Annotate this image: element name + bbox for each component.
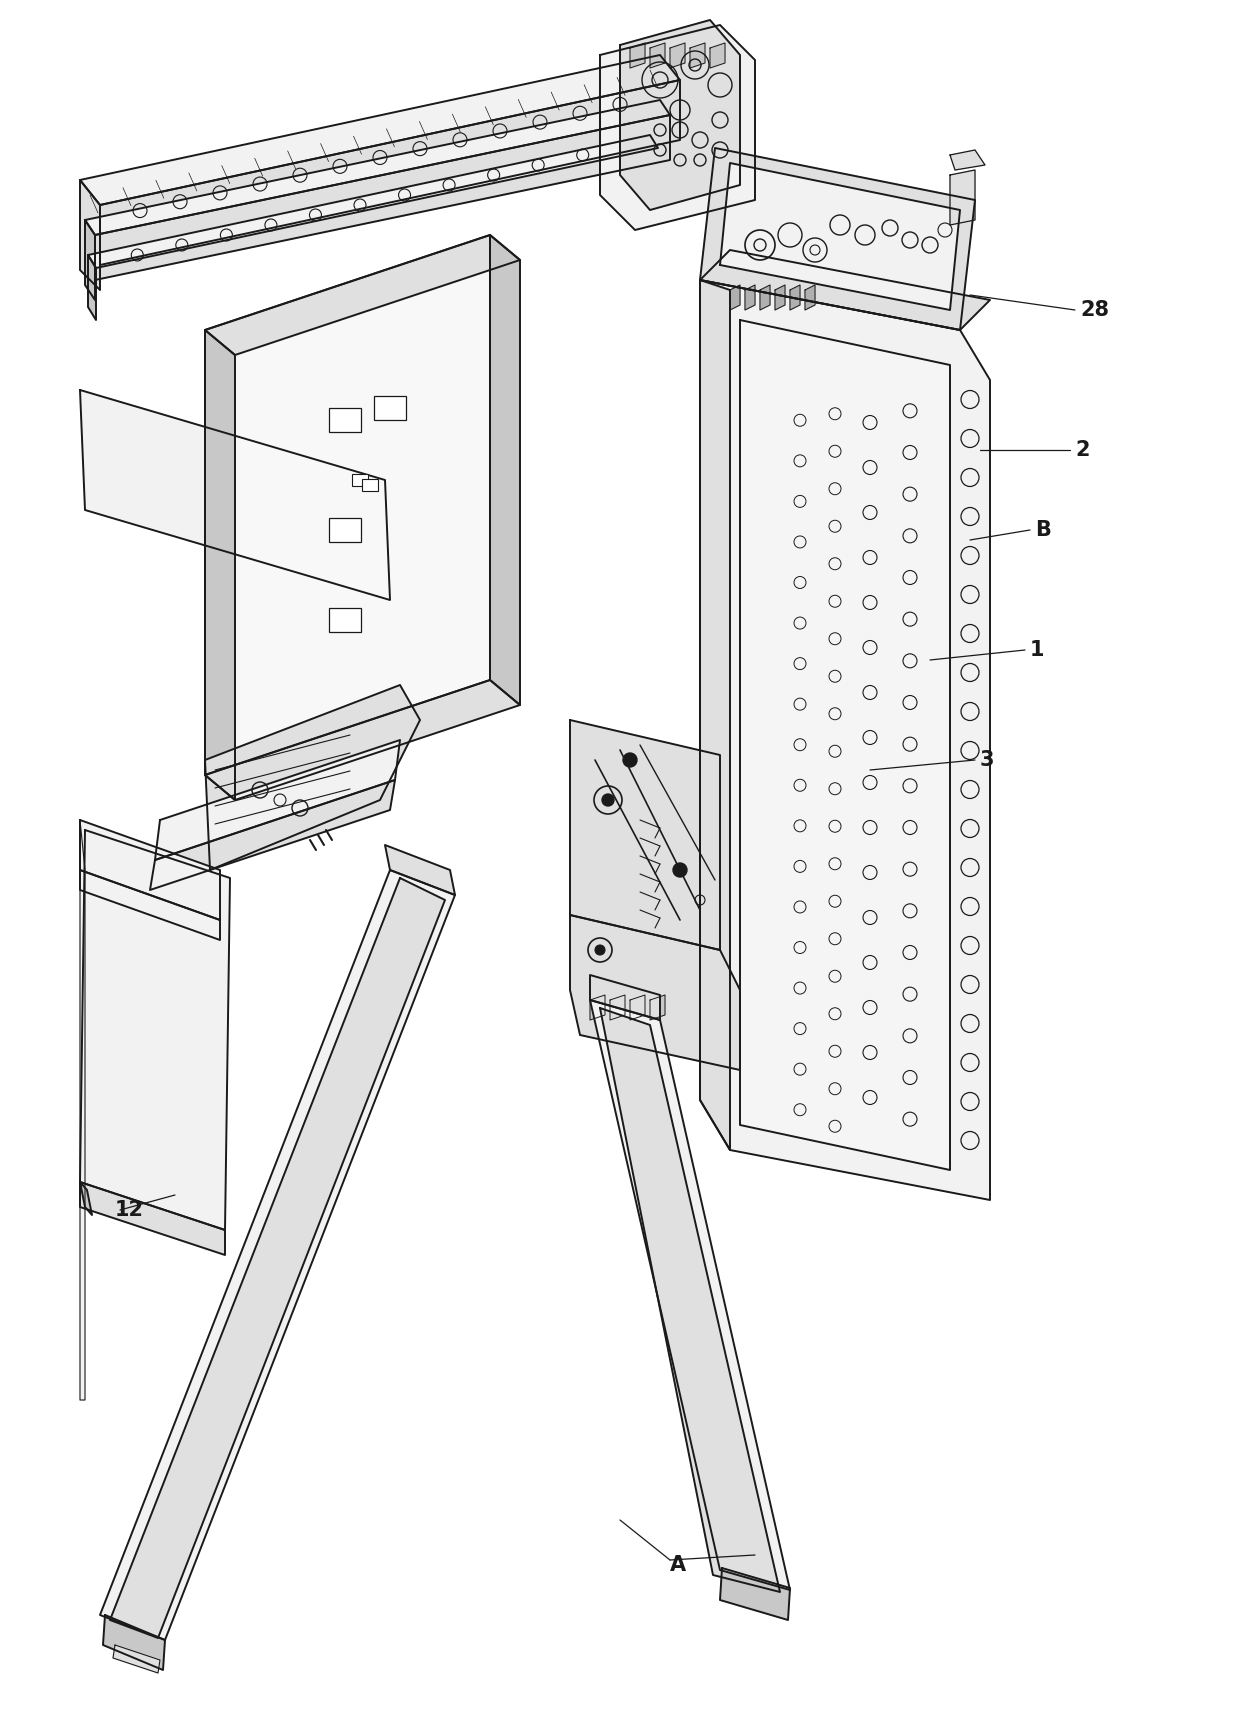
Polygon shape [760,285,770,311]
Polygon shape [81,55,680,204]
FancyBboxPatch shape [352,474,368,486]
Polygon shape [650,995,665,1019]
Text: 12: 12 [115,1199,144,1220]
Polygon shape [81,831,229,1230]
Polygon shape [790,285,800,311]
FancyBboxPatch shape [329,518,361,542]
Polygon shape [711,43,725,69]
Polygon shape [81,180,100,290]
Polygon shape [620,21,740,209]
Circle shape [595,946,605,956]
Polygon shape [95,115,670,280]
Polygon shape [570,915,740,1071]
Polygon shape [745,285,755,311]
Text: B: B [1035,520,1050,541]
Polygon shape [630,995,645,1019]
Polygon shape [150,781,396,891]
FancyBboxPatch shape [329,408,361,432]
Polygon shape [630,43,645,69]
Text: 3: 3 [980,750,994,770]
Polygon shape [740,319,950,1170]
Polygon shape [384,844,455,896]
Polygon shape [730,285,740,311]
Polygon shape [113,1646,160,1673]
Polygon shape [81,820,219,920]
Polygon shape [88,256,95,319]
Polygon shape [701,280,730,1150]
Polygon shape [590,995,605,1019]
Polygon shape [205,235,520,355]
Polygon shape [590,975,660,1019]
Circle shape [601,795,614,807]
Polygon shape [205,680,520,800]
Polygon shape [950,149,985,170]
Polygon shape [600,26,755,230]
Polygon shape [205,329,236,800]
Polygon shape [110,879,445,1639]
Polygon shape [205,685,420,870]
Circle shape [622,753,637,767]
Polygon shape [701,251,990,329]
Polygon shape [86,100,670,235]
Polygon shape [155,740,401,860]
Polygon shape [88,136,658,268]
Polygon shape [701,148,975,329]
Polygon shape [81,390,391,601]
Text: 1: 1 [1030,640,1044,661]
Polygon shape [610,995,625,1019]
FancyBboxPatch shape [374,396,405,420]
FancyBboxPatch shape [362,479,378,491]
Polygon shape [103,1615,165,1670]
Polygon shape [775,285,785,311]
Polygon shape [86,220,95,300]
Polygon shape [100,870,455,1640]
Polygon shape [720,163,960,311]
FancyBboxPatch shape [329,607,361,631]
Text: 2: 2 [1075,439,1090,460]
Text: A: A [670,1555,686,1575]
Circle shape [673,863,687,877]
Polygon shape [81,1182,92,1215]
Polygon shape [650,43,665,69]
Polygon shape [81,820,86,1400]
Text: 28: 28 [1080,300,1109,319]
Polygon shape [100,81,680,264]
Polygon shape [570,721,720,951]
Polygon shape [205,235,490,776]
Polygon shape [950,170,975,225]
Polygon shape [590,1000,790,1591]
Polygon shape [701,280,990,1199]
Polygon shape [490,235,520,705]
Polygon shape [81,1182,224,1254]
Polygon shape [805,285,815,311]
Polygon shape [81,870,219,940]
Polygon shape [689,43,706,69]
Polygon shape [720,1568,790,1620]
Polygon shape [600,1007,780,1592]
Polygon shape [670,43,684,69]
